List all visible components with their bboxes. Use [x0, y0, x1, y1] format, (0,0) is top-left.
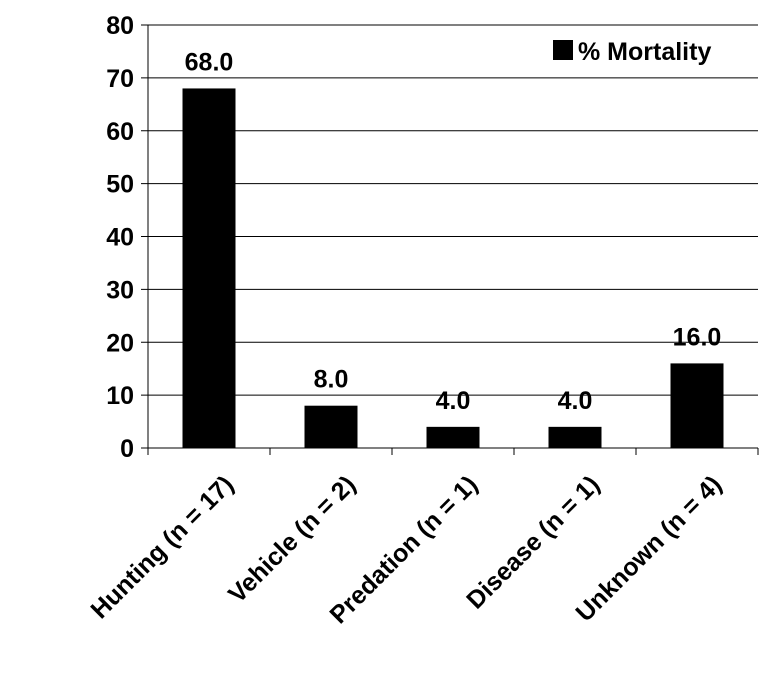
- y-tick-label: 60: [106, 118, 134, 146]
- data-label: 8.0: [314, 366, 349, 394]
- data-label: 68.0: [185, 48, 234, 76]
- category-labels: Hunting (n = 17)Vehicle (n = 2)Predation…: [85, 470, 727, 629]
- legend-swatch: [553, 40, 573, 60]
- data-label: 4.0: [558, 387, 593, 415]
- gridlines: [148, 24, 758, 396]
- data-label: 16.0: [673, 323, 722, 351]
- bar: [304, 405, 358, 448]
- category-label: Hunting (n = 17): [85, 470, 239, 624]
- data-labels: 68.0 8.0 4.0 4.0 16.0: [185, 48, 722, 414]
- y-tick-label: 0: [120, 435, 134, 463]
- legend: % Mortality: [553, 38, 711, 66]
- bar: [426, 426, 480, 448]
- y-tick-label: 40: [106, 224, 134, 252]
- y-tick-label: 30: [106, 276, 134, 304]
- y-tick-label: 80: [106, 12, 134, 40]
- y-tick-label: 20: [106, 329, 134, 357]
- y-tick-label: 70: [106, 65, 134, 93]
- legend-label: % Mortality: [578, 38, 711, 66]
- data-label: 4.0: [436, 387, 471, 415]
- y-tick-label: 50: [106, 171, 134, 199]
- bar: [670, 363, 724, 448]
- category-label: Vehicle (n = 2): [223, 470, 361, 608]
- y-tick-label: 10: [106, 382, 134, 410]
- y-axis-ticks: 0 10 20 30 40 50 60 70 80: [106, 12, 148, 463]
- bar: [182, 88, 236, 448]
- bar: [548, 426, 602, 448]
- bars: [182, 88, 724, 448]
